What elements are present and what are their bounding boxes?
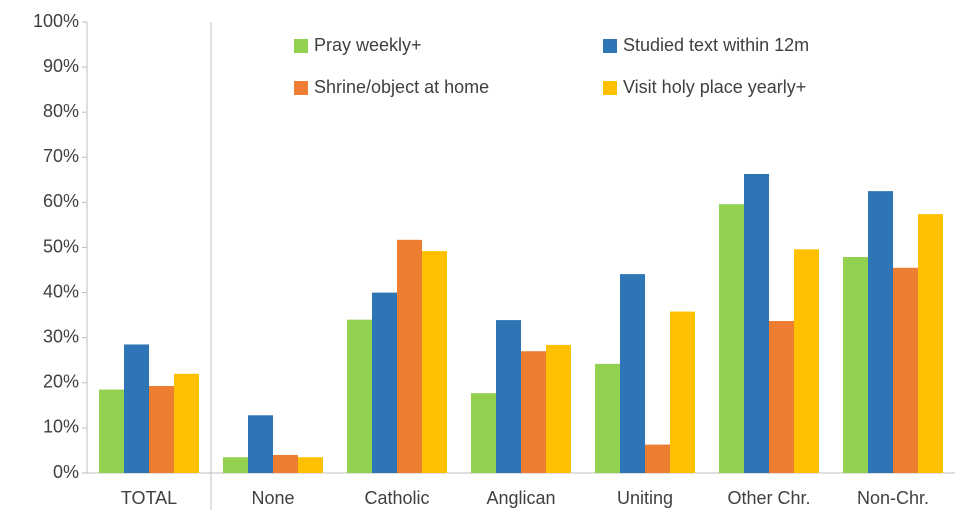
bar xyxy=(843,256,868,473)
bar xyxy=(645,444,670,473)
y-tick-label: 100% xyxy=(33,11,79,31)
bar xyxy=(769,321,794,473)
bar xyxy=(893,267,918,473)
x-tick-label: Non-Chr. xyxy=(857,488,929,508)
legend-swatch xyxy=(603,39,617,53)
legend-label: Visit holy place yearly+ xyxy=(623,77,806,97)
bar xyxy=(422,251,447,473)
legend-label: Studied text within 12m xyxy=(623,35,809,55)
bar xyxy=(496,320,521,473)
x-tick-label: Other Chr. xyxy=(727,488,810,508)
y-tick-label: 20% xyxy=(43,372,79,392)
bar xyxy=(273,454,298,473)
y-tick-label: 10% xyxy=(43,417,79,437)
bar xyxy=(99,389,124,473)
legend-label: Shrine/object at home xyxy=(314,77,489,97)
y-tick-label: 0% xyxy=(53,462,79,482)
x-tick-label: Uniting xyxy=(617,488,673,508)
y-tick-label: 40% xyxy=(43,281,79,301)
y-tick-label: 30% xyxy=(43,326,79,346)
y-tick-label: 80% xyxy=(43,101,79,121)
legend-swatch xyxy=(294,81,308,95)
legend-label: Pray weekly+ xyxy=(314,35,422,55)
x-tick-label: Catholic xyxy=(364,488,429,508)
x-tick-label: TOTAL xyxy=(121,488,177,508)
bar xyxy=(347,319,372,473)
bar xyxy=(719,204,744,474)
bar xyxy=(546,344,571,473)
bar xyxy=(670,311,695,473)
bar xyxy=(471,393,496,473)
bar xyxy=(248,415,273,473)
bar xyxy=(744,173,769,473)
x-tick-label: None xyxy=(251,488,294,508)
bar xyxy=(149,385,174,473)
x-tick-label: Anglican xyxy=(486,488,555,508)
bar xyxy=(794,249,819,473)
bar xyxy=(223,457,248,473)
bar xyxy=(298,457,323,473)
y-tick-label: 70% xyxy=(43,146,79,166)
bar xyxy=(868,191,893,473)
bar xyxy=(595,363,620,473)
bar xyxy=(372,292,397,473)
bar xyxy=(918,214,943,473)
bar xyxy=(124,344,149,473)
legend-swatch xyxy=(603,81,617,95)
bar xyxy=(174,373,199,473)
legend-swatch xyxy=(294,39,308,53)
y-tick-label: 50% xyxy=(43,236,79,256)
bar xyxy=(521,351,546,473)
bar xyxy=(620,274,645,473)
y-tick-label: 60% xyxy=(43,191,79,211)
bar xyxy=(397,239,422,473)
y-tick-label: 90% xyxy=(43,56,79,76)
